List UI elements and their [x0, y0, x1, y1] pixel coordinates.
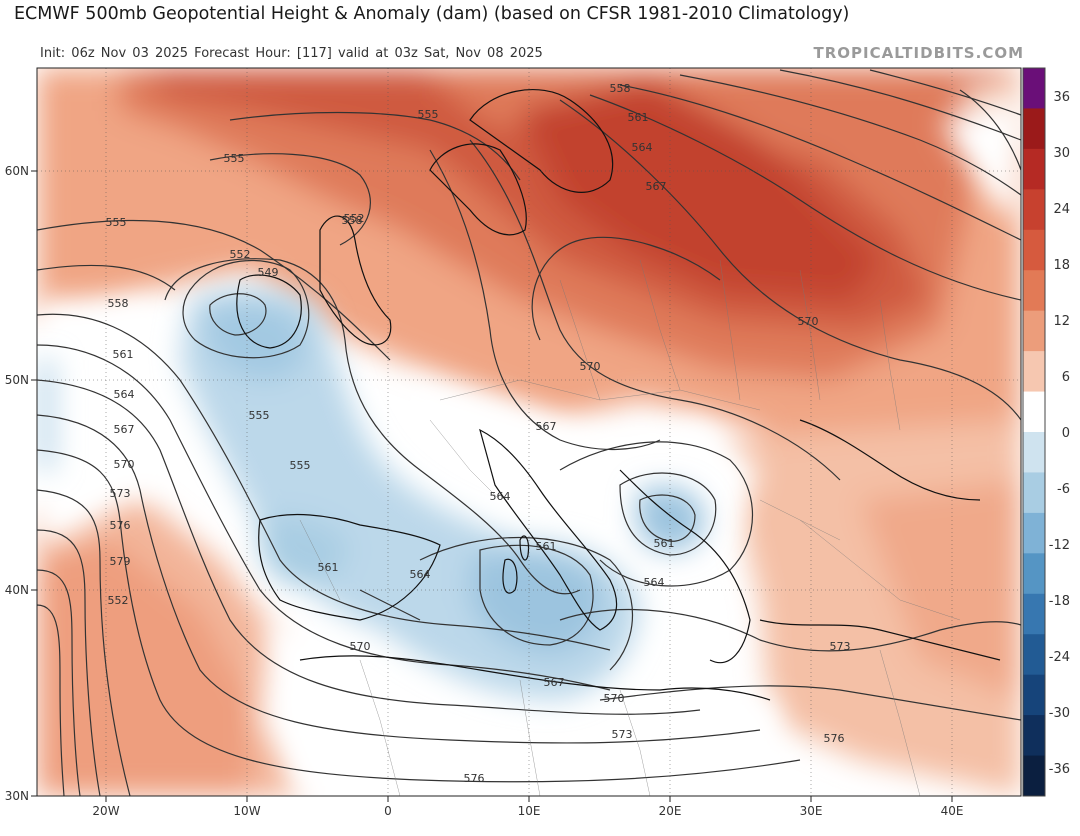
- colorbar-swatch: [1023, 310, 1045, 352]
- contour-label: 552: [230, 248, 251, 261]
- colorbar-swatch: [1023, 472, 1045, 514]
- contour-label: 573: [830, 640, 851, 653]
- contour-label: 555: [249, 409, 270, 422]
- contour-label: 552: [108, 594, 129, 607]
- lon-label: 20W: [92, 804, 119, 818]
- colorbar-label: -24: [1049, 650, 1070, 665]
- colorbar-label: 24: [1053, 202, 1070, 217]
- contour-label: 573: [612, 728, 633, 741]
- coastlines: [236, 89, 1001, 701]
- contour-label: 567: [114, 423, 135, 436]
- contour-label: 567: [536, 420, 557, 433]
- contour-label: 555: [224, 152, 245, 165]
- colorbar-label: 30: [1053, 146, 1070, 161]
- contour-label: 564: [632, 141, 653, 154]
- contour-label: 564: [114, 388, 135, 401]
- colorbar-label: 12: [1053, 314, 1070, 329]
- contour-label: 564: [644, 576, 665, 589]
- contour-label: 576: [824, 732, 845, 745]
- watermark: TROPICALTIDBITS.COM: [813, 44, 1024, 62]
- contour-label: 564: [490, 490, 511, 503]
- colorbar-label: 0: [1062, 426, 1070, 441]
- colorbar-swatch: [1023, 593, 1045, 635]
- colorbar-swatch: [1023, 270, 1045, 312]
- lon-label: 40E: [941, 804, 964, 818]
- chart-subtitle: Init: 06z Nov 03 2025 Forecast Hour: [11…: [40, 46, 543, 61]
- colorbar-label: -36: [1049, 762, 1070, 777]
- contour-label: 558: [342, 214, 363, 227]
- borders: [299, 259, 961, 796]
- colorbar-label: 6: [1062, 370, 1070, 385]
- longitude-axis: 20W 10W 0 10E 20E 30E 40E: [92, 796, 963, 818]
- colorbar-label: 18: [1053, 258, 1070, 273]
- contour-label: 558: [610, 82, 631, 95]
- lon-label: 10E: [518, 804, 541, 818]
- contour-label: 561: [113, 348, 134, 361]
- contour-label: 567: [544, 676, 565, 689]
- contour-label: 561: [654, 537, 675, 550]
- colorbar-swatch: [1023, 634, 1045, 676]
- chart-title: ECMWF 500mb Geopotential Height & Anomal…: [14, 4, 850, 24]
- colorbar-frame: [1022, 67, 1046, 797]
- contour-label: 561: [536, 540, 557, 553]
- colorbar-swatch: [1023, 108, 1045, 150]
- colorbar-swatch: [1023, 148, 1045, 190]
- lat-label: 60N: [5, 164, 29, 178]
- contour-label: 570: [604, 692, 625, 705]
- contour-label: 570: [350, 640, 371, 653]
- colorbar-swatch: [1023, 391, 1045, 433]
- contour-label: 564: [410, 568, 431, 581]
- colorbar: 36 30 24 18 12 6 0 -6 -12 -18 -24 -30 -36: [1022, 67, 1070, 797]
- lon-label: 30E: [800, 804, 823, 818]
- lon-label: 10W: [233, 804, 260, 818]
- colorbar-swatch: [1023, 229, 1045, 271]
- height-contours: [37, 69, 1021, 796]
- contour-label: 573: [110, 487, 131, 500]
- colorbar-swatch: [1023, 432, 1045, 473]
- lat-label: 50N: [5, 373, 29, 387]
- latitude-axis: 60N 50N 40N 30N: [5, 164, 37, 803]
- colorbar-swatch: [1023, 189, 1045, 231]
- colorbar-swatch: [1023, 351, 1045, 393]
- contour-label: 555: [290, 459, 311, 472]
- colorbar-swatch: [1023, 755, 1045, 797]
- lat-label: 30N: [5, 789, 29, 803]
- positive-anomaly-shading: [37, 68, 1021, 796]
- contour-label: 576: [464, 772, 485, 785]
- contour-label: 576: [110, 519, 131, 532]
- colorbar-label: -18: [1049, 594, 1070, 609]
- colorbar-label: -12: [1049, 538, 1070, 553]
- contour-label: 555: [106, 216, 127, 229]
- contour-labels: 558 561 564 567 555 555 552 552 549 555 555 558 561 5…: [106, 82, 851, 785]
- contour-label: 570: [798, 315, 819, 328]
- colorbar-swatch: [1023, 674, 1045, 716]
- contour-label: 561: [628, 111, 649, 124]
- contour-label: 579: [110, 555, 131, 568]
- colorbar-swatch: [1023, 68, 1045, 109]
- lat-lon-grid: [37, 68, 1021, 796]
- colorbar-label: -6: [1057, 482, 1070, 497]
- contour-label: 552: [344, 212, 365, 225]
- colorbar-swatch: [1023, 512, 1045, 554]
- lon-label: 20E: [659, 804, 682, 818]
- contour-label: 570: [114, 458, 135, 471]
- contour-label: 570: [580, 360, 601, 373]
- contour-label: 567: [646, 180, 667, 193]
- lat-label: 40N: [5, 583, 29, 597]
- contour-label: 555: [418, 108, 439, 121]
- contour-label: 561: [318, 561, 339, 574]
- colorbar-swatch: [1023, 715, 1045, 757]
- colorbar-label: 36: [1053, 90, 1070, 105]
- contour-label: 549: [258, 266, 279, 279]
- colorbar-swatch: [1023, 553, 1045, 595]
- colorbar-label: -30: [1049, 706, 1070, 721]
- lon-label: 0: [384, 804, 392, 818]
- contour-label: 558: [108, 297, 129, 310]
